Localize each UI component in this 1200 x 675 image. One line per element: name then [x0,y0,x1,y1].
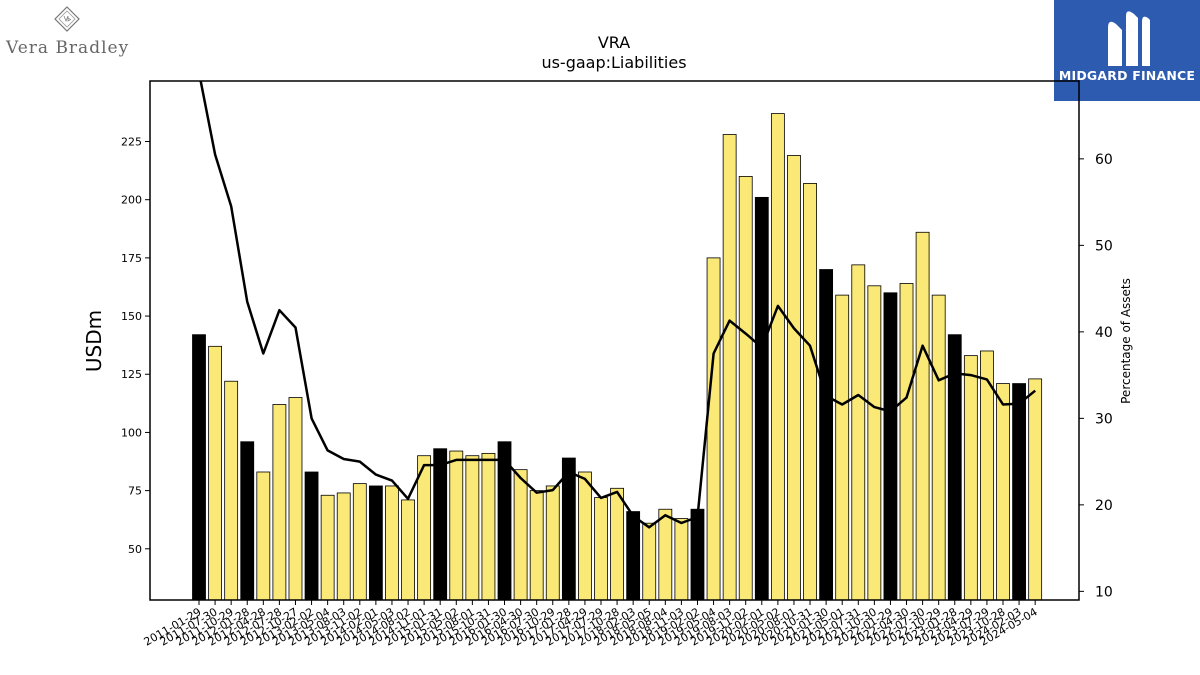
bar-2011-01-29 [192,334,206,601]
chart-title: VRA [598,33,630,52]
bar-2012-07-28 [272,404,287,601]
bar-2021-10-30 [867,285,882,601]
bar-2015-10-31 [481,452,496,601]
bar-2021-05-01 [835,294,850,601]
chart-subtitle: us-gaap:Liabilities [541,53,686,72]
bar-2020-02-01 [754,196,769,601]
bar-2020-05-02 [770,113,785,601]
bar-2017-04-29 [578,471,592,601]
bar-2020-08-01 [787,155,801,601]
vera-bradley-logo: Vera Bradley [6,4,130,62]
bar-2017-07-29 [594,497,608,601]
bar-2018-08-04 [658,508,673,601]
vera-bradley-wordmark: Vera Bradley [6,38,130,58]
bar-2016-07-30 [529,490,544,601]
bar-2019-08-03 [722,134,737,601]
y-tick-label-200: 200 [121,194,142,207]
bar-2011-10-29 [224,380,239,601]
bar-2019-11-02 [738,176,753,601]
midgard-double-m-logo-icon [1108,11,1150,67]
bar-2022-04-30 [899,283,914,601]
bar-2016-04-30 [513,469,528,601]
bar-2023-10-28 [996,383,1010,601]
bar-2013-11-02 [352,483,367,601]
bar-2012-01-28 [240,441,255,601]
bar-2019-05-04 [706,257,721,601]
bar-2021-01-30 [819,269,834,601]
y2-tick-label-60: 60 [1095,152,1113,168]
y2-tick-label-50: 50 [1095,238,1113,254]
bar-2018-05-05 [642,522,657,601]
bar-2020-10-31 [803,183,817,601]
bar-2018-11-03 [674,518,689,601]
bar-2022-10-29 [931,294,946,601]
y2-tick-label-10: 10 [1095,584,1113,600]
y2-tick-label-40: 40 [1095,325,1113,341]
bar-2023-04-29 [963,355,978,601]
plot-frame [149,80,1080,601]
bar-2014-08-02 [401,499,415,601]
bar-2024-05-04 [1028,378,1043,601]
bar-2011-07-30 [208,345,222,601]
bar-2022-07-30 [915,231,930,601]
bar-2017-10-28 [610,487,624,601]
bar-2022-01-29 [883,292,898,601]
bar-2012-04-28 [256,471,271,601]
bar-2019-02-02 [690,508,705,601]
y-tick-label-75: 75 [128,485,142,498]
y-axis-label: USDm [82,310,106,372]
bar-2018-02-03 [626,511,641,601]
bar-2024-02-03 [1012,383,1026,601]
bar-2021-07-31 [851,264,866,601]
right-axis-ticks: 10 20 30 40 50 60 [1079,152,1113,600]
y-tick-label-225: 225 [121,136,142,149]
bar-2013-02-02 [304,471,319,601]
bar-series [192,113,1043,601]
bar-2013-05-04 [320,494,335,601]
y2-tick-label-20: 20 [1095,498,1113,514]
bar-2015-08-01 [465,455,480,601]
x-axis-ticks: 2011-01-292011-07-302011-10-292012-01-28… [142,600,1040,649]
y-tick-label-150: 150 [121,310,142,323]
bar-2015-01-31 [433,448,448,601]
y-tick-label-125: 125 [121,368,142,381]
percentage-line-series [199,81,1036,529]
bar-2014-02-01 [368,485,383,601]
y-tick-label-100: 100 [121,426,142,439]
left-axis-ticks: 50 75 100 125 150 175 200 225 [121,136,150,556]
bar-2012-10-27 [288,397,303,601]
y2-tick-label-30: 30 [1095,411,1113,427]
bar-2013-08-03 [336,492,351,601]
y-tick-label-50: 50 [128,543,142,556]
percentage-line [199,81,1036,529]
bar-2017-01-28 [561,457,576,601]
y-tick-label-175: 175 [121,252,142,265]
bar-2016-10-29 [545,485,560,601]
bar-2015-05-02 [449,450,464,601]
bar-2014-05-03 [385,485,399,601]
y2-axis-label: Percentage of Assets [1119,278,1133,404]
midgard-finance-wordmark: MIDGARD FINANCE [1058,68,1196,83]
vb-diamond-monogram-icon [54,6,80,32]
